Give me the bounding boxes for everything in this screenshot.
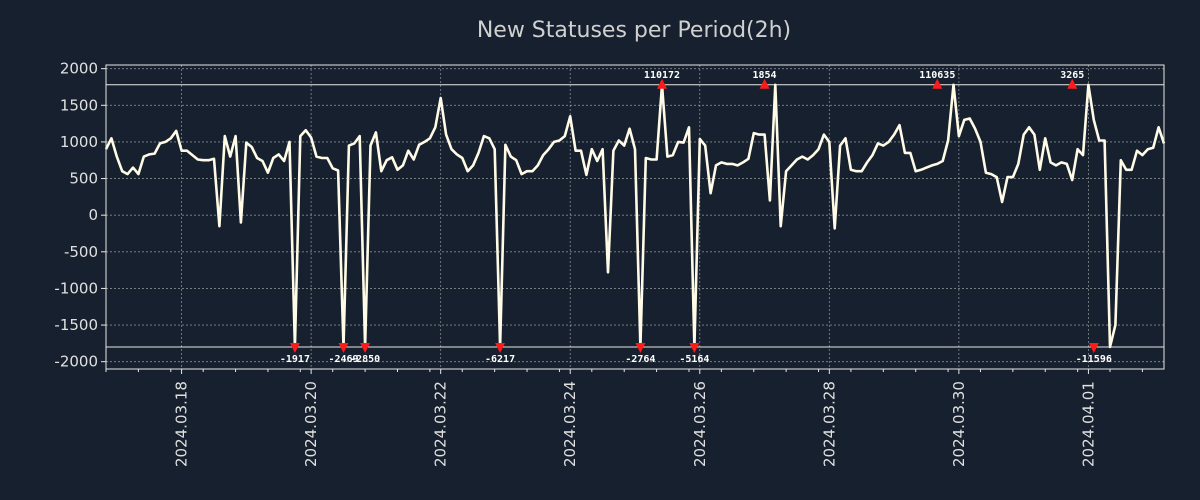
y-tick-label: 0: [88, 206, 98, 224]
extreme-marker: [289, 343, 300, 354]
extreme-label: 3265: [1060, 70, 1084, 81]
extreme-label: 1854: [753, 70, 777, 81]
y-tick-label: 1000: [60, 133, 98, 151]
y-axis-ticks: 2000 1500 1000 500 0 -500 -1000 -1500 -2000: [54, 60, 106, 371]
extreme-label: -5164: [679, 354, 709, 365]
series-line: [104, 83, 1166, 349]
x-tick-label: 2024.03.26: [691, 381, 709, 467]
extreme-marker: [495, 343, 506, 354]
extreme-marker: [656, 78, 667, 89]
extreme-marker: [932, 78, 943, 89]
extreme-label: -2764: [625, 354, 655, 365]
extreme-label: -6217: [485, 354, 515, 365]
x-tick-label: 2024.03.28: [820, 381, 838, 467]
extreme-marker: [689, 343, 700, 354]
extreme-label: -11596: [1076, 354, 1112, 365]
extreme-label: 110635: [919, 70, 955, 81]
y-tick-label: -1500: [54, 316, 98, 334]
x-tick-label: 2024.03.18: [173, 381, 191, 467]
x-tick-label: 2024.03.30: [950, 381, 968, 467]
y-tick-label: -500: [64, 243, 98, 261]
x-tick-label: 2024.03.20: [302, 381, 320, 467]
y-tick-label: 2000: [60, 60, 98, 78]
extreme-marker: [1088, 343, 1099, 354]
grid-layer: [106, 65, 1164, 369]
x-tick-label: 2024.03.22: [432, 381, 450, 467]
extreme-marker: [759, 78, 770, 89]
chart-title: New Statuses per Period(2h): [477, 18, 791, 43]
y-tick-label: 500: [69, 170, 98, 188]
extreme-label: -2850: [350, 354, 380, 365]
extreme-marker: [338, 343, 349, 354]
y-tick-label: -1000: [54, 279, 98, 297]
extreme-label: -2469: [328, 354, 358, 365]
y-tick-label: 1500: [60, 96, 98, 114]
extreme-marker: [1067, 78, 1078, 89]
x-tick-label: 2024.03.24: [561, 381, 579, 467]
x-axis-ticks: 2024.03.18 2024.03.20 2024.03.22 2024.03.24…: [105, 369, 1143, 467]
clip-lines: [106, 84, 1164, 348]
plot-frame: [105, 64, 1165, 370]
extreme-marker: [635, 343, 646, 354]
y-tick-label: -2000: [54, 353, 98, 371]
extreme-label: -1917: [280, 354, 310, 365]
extreme-marker: [360, 343, 371, 354]
annotations: -1917 -2469-2850 -6217 -2764 110172 -5164 1854…: [280, 70, 1112, 365]
x-tick-label: 2024.04.01: [1079, 381, 1097, 467]
extreme-label: 110172: [644, 70, 680, 81]
